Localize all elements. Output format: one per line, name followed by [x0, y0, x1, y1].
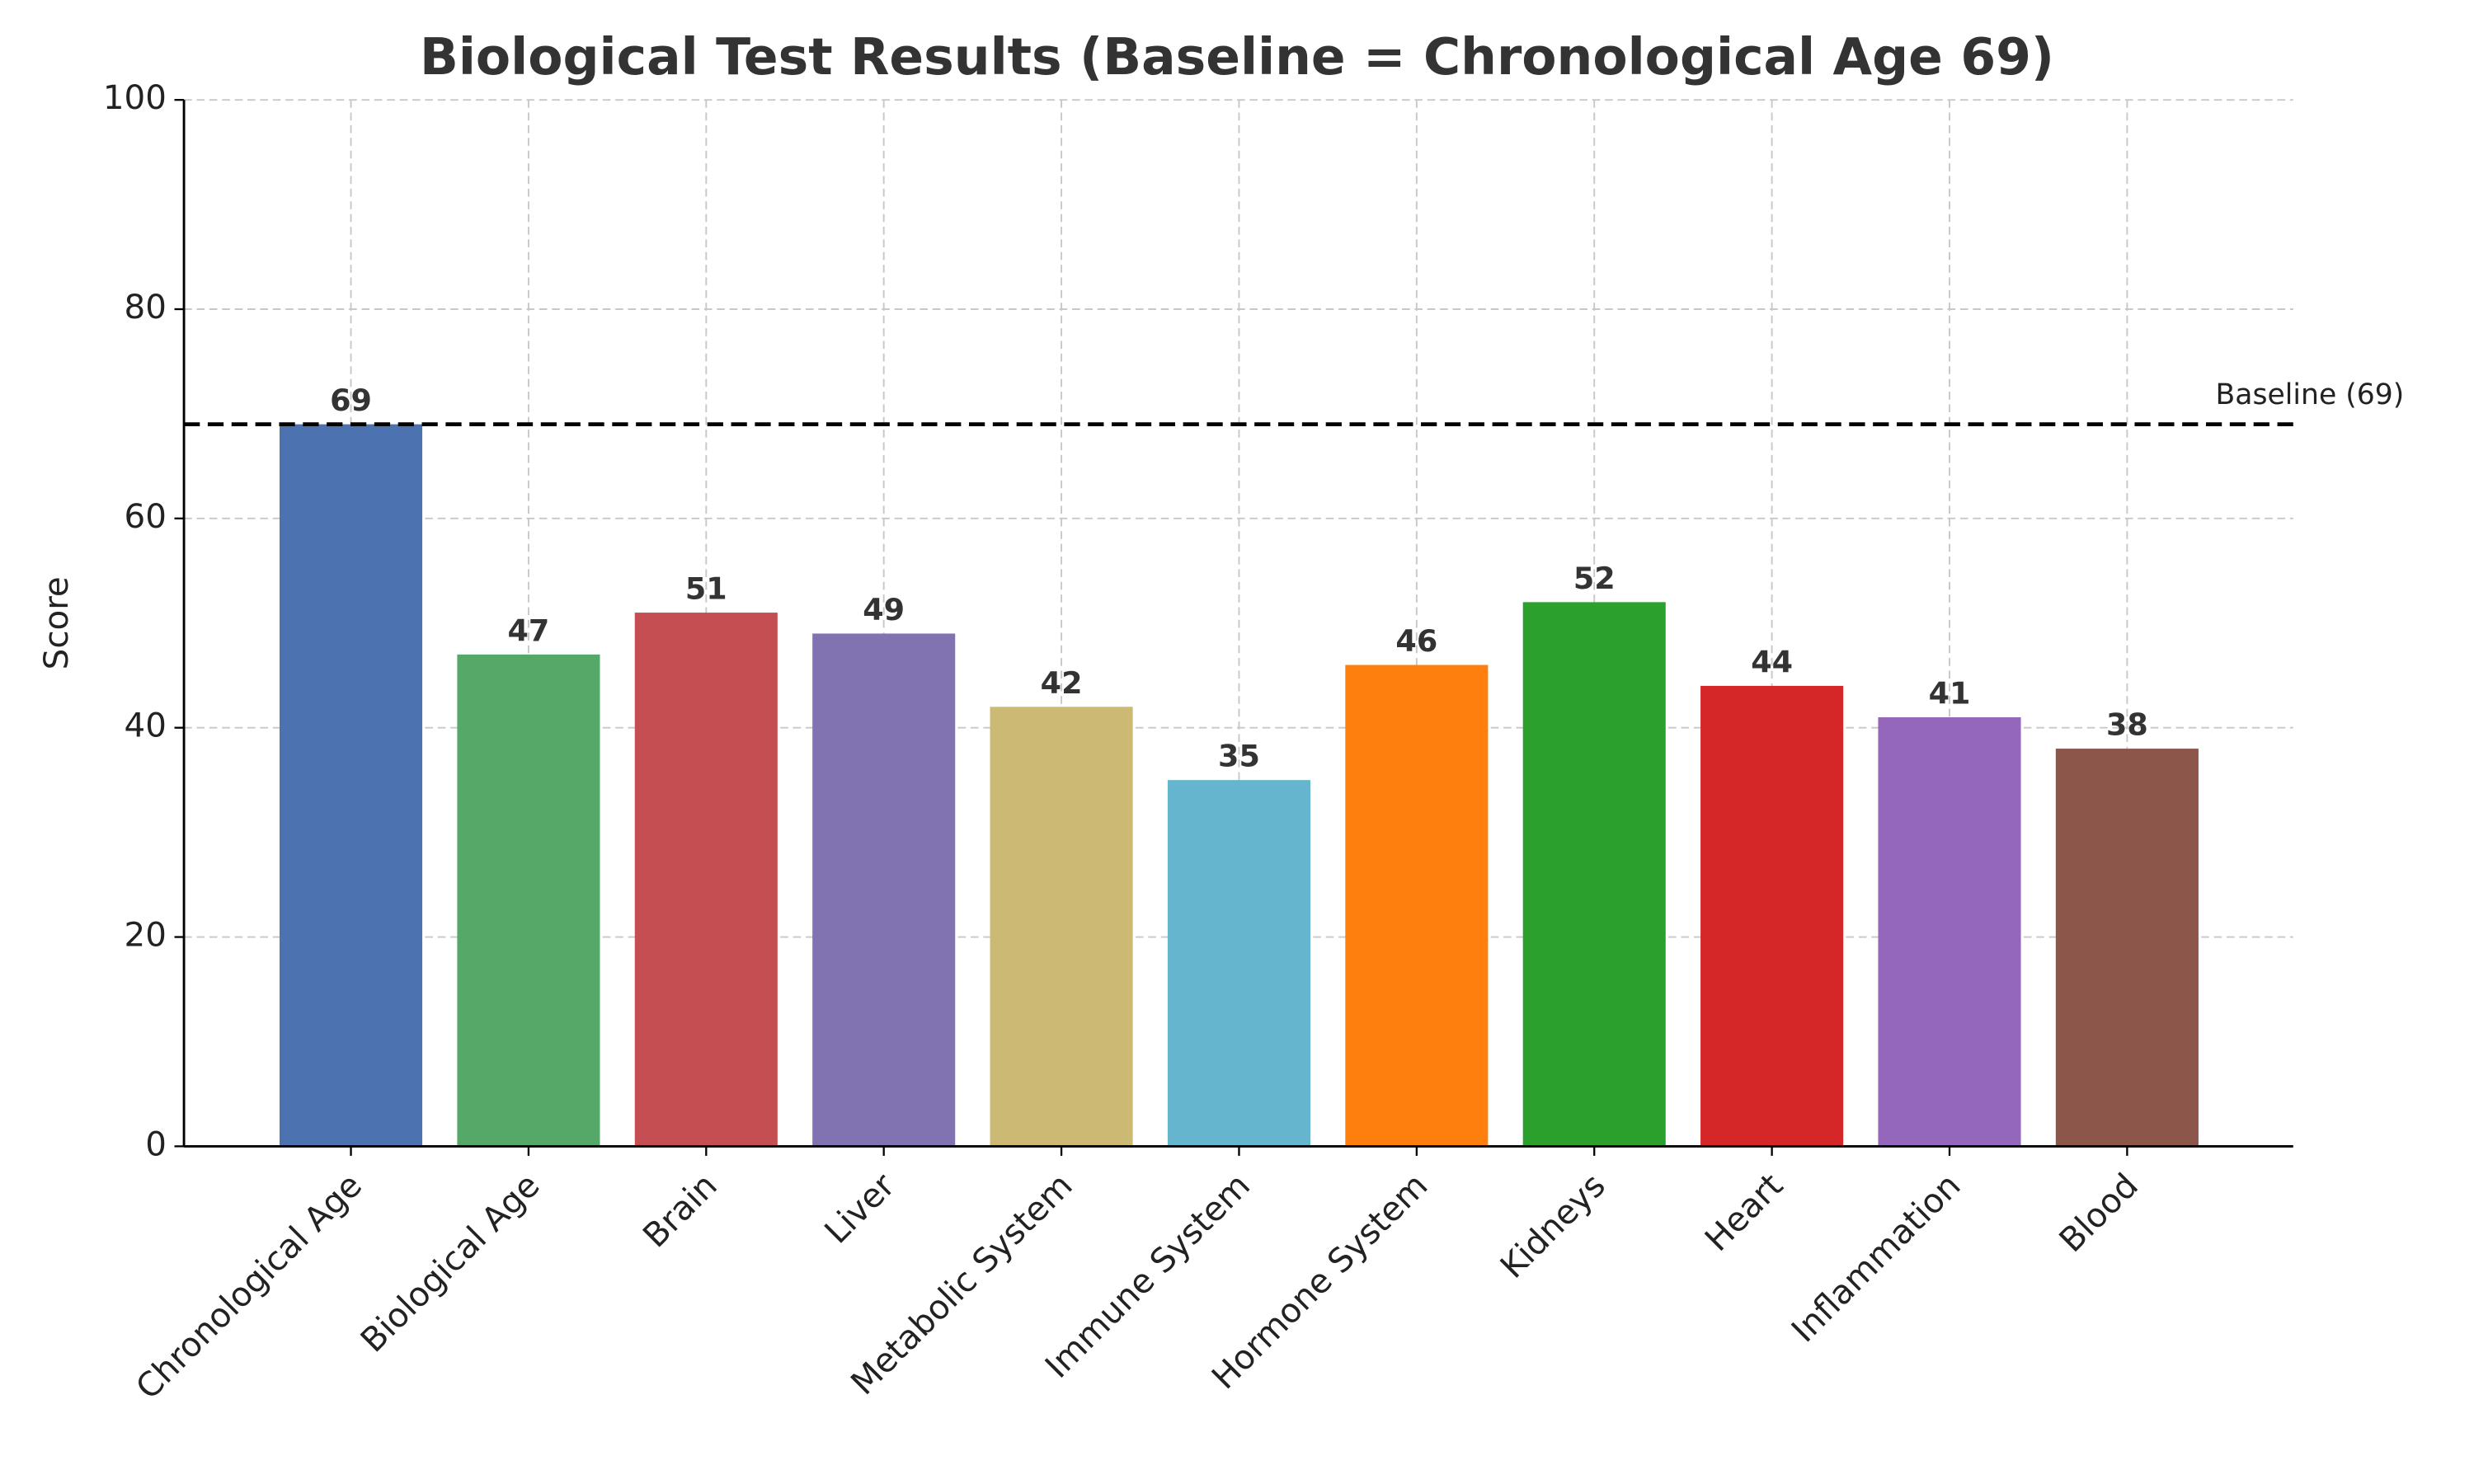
y-tick-label: 80 — [125, 288, 167, 326]
data-label: 35 — [1218, 739, 1260, 774]
x-tick-label: Biological Age — [353, 1166, 547, 1360]
data-label: 49 — [863, 592, 905, 627]
data-label: 47 — [508, 613, 550, 648]
bar — [1345, 665, 1489, 1147]
y-tick-label: 60 — [125, 497, 167, 536]
data-label: 51 — [685, 571, 727, 607]
bar — [1878, 717, 2021, 1147]
bar — [2055, 749, 2199, 1147]
y-tick-label: 20 — [125, 916, 167, 955]
data-label: 42 — [1041, 665, 1083, 701]
data-label: 52 — [1573, 561, 1616, 596]
x-tick-label: Kidneys — [1493, 1166, 1612, 1285]
bar — [1522, 602, 1666, 1147]
bar — [1700, 685, 1844, 1147]
x-tick-label: Inflammation — [1785, 1166, 1968, 1350]
data-label: 46 — [1395, 623, 1437, 659]
x-tick-label: Blood — [2052, 1166, 2146, 1260]
bar — [634, 613, 778, 1147]
data-label: 69 — [330, 383, 372, 418]
x-tick-label: Brain — [636, 1166, 725, 1255]
bar — [1167, 780, 1310, 1147]
y-tick-label: 40 — [125, 707, 167, 745]
data-label: 41 — [1929, 676, 1971, 711]
bar — [280, 424, 423, 1147]
bar — [457, 654, 600, 1147]
bar — [812, 633, 956, 1147]
bar — [990, 707, 1133, 1147]
data-label: 44 — [1751, 645, 1793, 680]
x-tick-label: Liver — [817, 1166, 903, 1252]
y-tick-label: 100 — [103, 78, 167, 117]
chart-title: Biological Test Results (Baseline = Chro… — [420, 27, 2054, 87]
x-tick-label: Heart — [1697, 1166, 1790, 1259]
y-axis-label: Score — [37, 576, 76, 669]
y-tick-label: 0 — [145, 1125, 167, 1163]
baseline-label: Baseline (69) — [2216, 378, 2405, 411]
x-tick-label: Chronological Age — [129, 1166, 369, 1407]
data-label: 38 — [2106, 707, 2148, 743]
